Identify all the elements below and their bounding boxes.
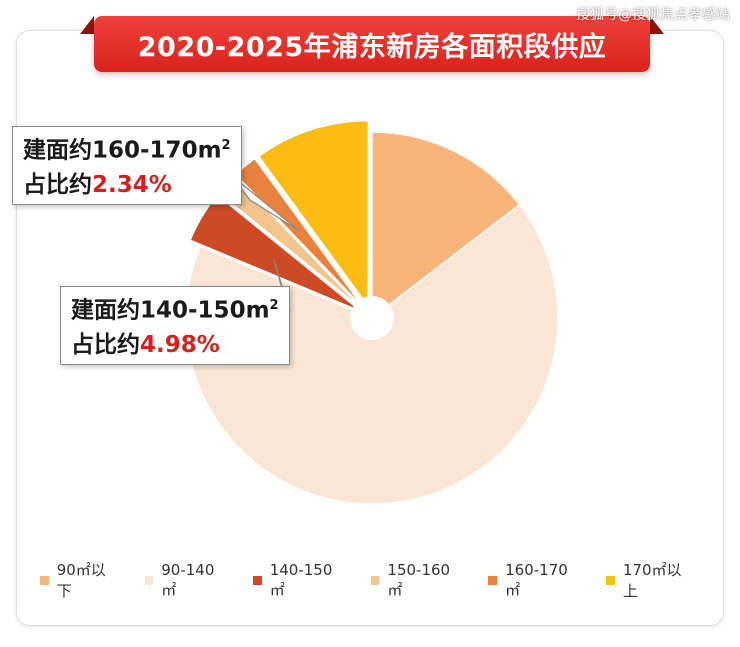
legend-label-1: 90㎡以下 (56, 561, 106, 600)
callout-140-150-superscript: 2 (269, 298, 279, 313)
legend-label-4: 150-160㎡ (387, 560, 451, 599)
legend-swatch-4 (370, 575, 380, 585)
pie-slice-1 (371, 131, 521, 320)
legend-item-2: 90-140㎡ (144, 560, 227, 600)
callout-160-170-superscript: 2 (221, 138, 231, 153)
legend-swatch-2 (144, 575, 154, 585)
legend-item-4: 150-160㎡ (370, 560, 463, 600)
legend-swatch-6 (606, 575, 615, 585)
legend-label-5: 160-170㎡ (505, 560, 568, 599)
donut-hole (350, 296, 394, 340)
legend-label-6: 170㎡以上 (622, 561, 682, 600)
legend-swatch-3 (253, 575, 262, 585)
callout-160-170-prefix: 占比约 (23, 171, 92, 198)
pie-slice-6 (257, 119, 370, 309)
chart-legend: 90㎡以下 90-140㎡ 140-150㎡ 150-160㎡ 160-170㎡ 170㎡… (40, 561, 720, 600)
callout-140-150-percent: 4.98% (140, 331, 220, 358)
legend-item-1: 90㎡以下 (40, 559, 119, 601)
callout-140-150: 建面约140-150m2 占比约4.98% (60, 286, 290, 365)
callout-160-170-area: 建面约160-170m (23, 137, 222, 164)
callout-160-170-percent: 2.34% (92, 171, 172, 198)
legend-item-6: 170㎡以上 (606, 559, 694, 601)
callout-160-170: 建面约160-170m2 占比约2.34% (12, 126, 242, 205)
legend-swatch-1 (40, 575, 49, 585)
watermark: 搜狐号@搜狐焦点孝感站 (576, 7, 730, 23)
legend-label-3: 140-150㎡ (269, 560, 333, 599)
legend-label-2: 90-140㎡ (161, 560, 215, 599)
legend-item-5: 160-170㎡ (488, 561, 580, 600)
legend-item-3: 140-150㎡ (253, 561, 345, 600)
callout-140-150-prefix: 占比约 (71, 331, 140, 358)
callout-140-150-area: 建面约140-150m (71, 297, 270, 324)
legend-swatch-5 (488, 575, 498, 585)
chart-title: 2020-2025年浦东新房各面积段供应 (94, 16, 650, 72)
